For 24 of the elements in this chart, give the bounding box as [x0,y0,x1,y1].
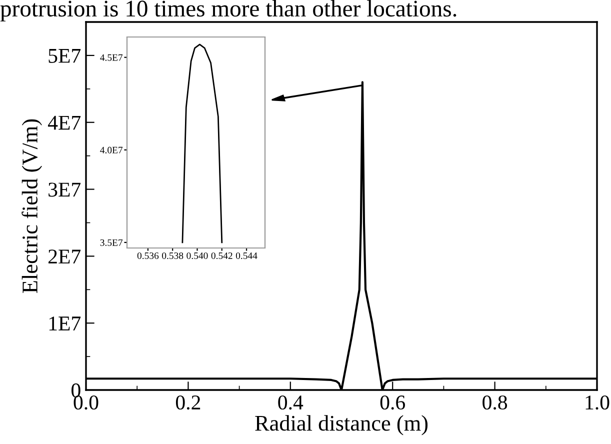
x-tick-label: 0.542 [211,252,232,260]
y-axis-title: Electric field (V/m) [22,119,42,293]
y-tick-label: 4.0E7 [100,146,123,154]
x-tick-label: 0.536 [137,252,159,260]
x-tick-label: 0.6 [380,395,405,410]
x-axis-title: Radial distance (m) [255,415,428,436]
y-tick-label: 3.5E7 [100,239,123,246]
x-tick-label: 0.544 [236,252,258,260]
x-tick-label: 0.0 [74,395,98,410]
text: protrusion is 10 times more than other locations. [0,0,456,22]
y-tick-label: 1E7 [49,316,81,330]
y-tick-label: 4.5E7 [100,54,123,61]
y-tick-label: 5E7 [48,49,81,63]
y-tick-label: 2E7 [48,250,81,264]
x-tick-label: 1.0 [586,395,610,410]
y-tick-label: 4E7 [48,116,81,130]
x-tick-label: 0.2 [176,395,200,410]
y-tick-label: 3E7 [48,182,81,197]
x-tick-label: 0.540 [186,252,208,260]
x-tick-label: 0.4 [278,395,304,410]
line-series [182,44,223,244]
x-tick-label: 0.538 [162,252,184,260]
y-tick-label: 0 [72,383,80,398]
x-tick-label: 0.8 [482,395,508,410]
